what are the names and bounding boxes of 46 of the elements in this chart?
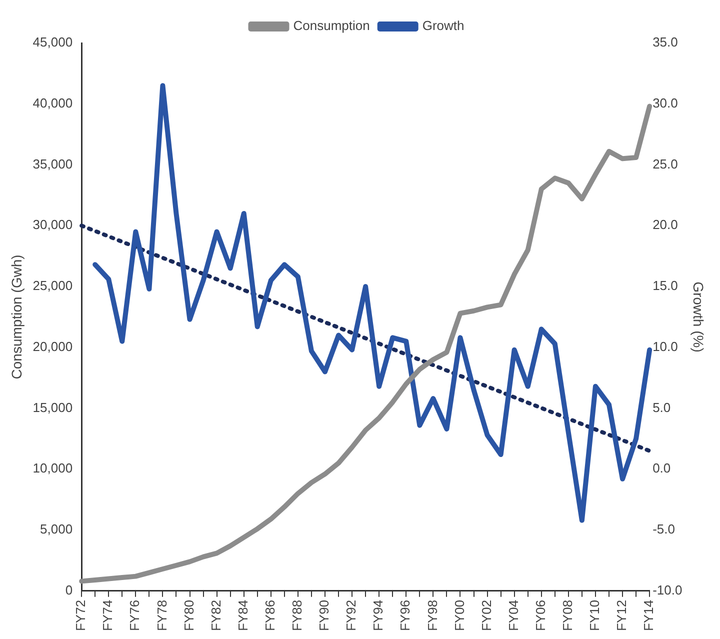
x-tick-label: FY82 xyxy=(208,600,224,632)
y2-tick-label: 15.0 xyxy=(652,278,678,294)
x-tick-label: FY88 xyxy=(290,600,305,632)
x-tick-label: FY14 xyxy=(641,600,656,632)
y-tick-label: 20,000 xyxy=(32,338,73,354)
y2-tick-label: 5.0 xyxy=(652,400,671,415)
y2-tick-label: -10.0 xyxy=(652,582,682,598)
y2-tick-label: 35.0 xyxy=(652,34,678,50)
x-tick-label: FY06 xyxy=(532,600,548,632)
y-tick-label: 45,000 xyxy=(32,34,73,50)
x-tick-label: FY92 xyxy=(344,600,359,632)
y-tick-label: 5,000 xyxy=(40,522,73,537)
x-tick-label: FY12 xyxy=(614,600,630,632)
y-tick-label: 40,000 xyxy=(32,95,73,110)
y-tick-label: 35,000 xyxy=(32,156,73,172)
x-tick-label: FY96 xyxy=(398,600,413,632)
y2-tick-label: -5.0 xyxy=(652,522,675,537)
x-tick-label: FY80 xyxy=(181,600,196,632)
legend-label: Consumption xyxy=(293,18,370,34)
x-tick-label: FY04 xyxy=(506,600,521,632)
y2-tick-label: 0.0 xyxy=(652,460,671,476)
x-tick-label: FY72 xyxy=(73,600,88,632)
y2-axis-title: Growth (%) xyxy=(690,282,707,352)
y-axis-title: Consumption (Gwh) xyxy=(8,254,24,380)
legend-label: Growth xyxy=(422,18,464,34)
x-tick-label: FY98 xyxy=(424,600,440,632)
y2-tick-label: 30.0 xyxy=(652,95,678,110)
x-tick-label: FY86 xyxy=(262,600,278,632)
y-tick-label: 10,000 xyxy=(32,460,73,476)
y2-tick-label: 20.0 xyxy=(652,217,678,232)
x-tick-label: FY94 xyxy=(370,600,386,632)
y2-tick-label: 25.0 xyxy=(652,156,678,172)
x-tick-label: FY00 xyxy=(452,600,467,632)
y-tick-label: 15,000 xyxy=(32,400,73,415)
x-tick-label: FY84 xyxy=(235,600,250,632)
x-tick-label: FY76 xyxy=(127,600,142,632)
y-tick-label: 0 xyxy=(65,582,73,598)
x-tick-label: FY10 xyxy=(587,600,602,632)
x-tick-label: FY78 xyxy=(154,600,170,632)
x-tick-label: FY90 xyxy=(316,600,332,632)
x-tick-label: FY08 xyxy=(560,600,576,632)
y2-tick-label: 10.0 xyxy=(652,338,678,354)
y-tick-label: 25,000 xyxy=(32,278,73,294)
x-tick-label: FY74 xyxy=(100,600,116,632)
x-tick-label: FY02 xyxy=(478,600,494,632)
y-tick-label: 30,000 xyxy=(32,217,73,232)
